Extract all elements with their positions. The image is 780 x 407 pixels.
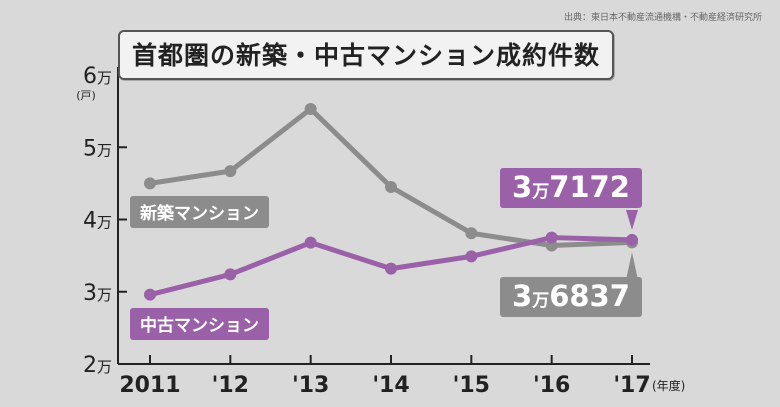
data-point: [224, 268, 237, 281]
series-label-used: 中古マンション: [130, 308, 269, 340]
series-layer: [144, 102, 638, 301]
x-tick-label: '13: [292, 373, 329, 398]
value-callout-new: 3万6837: [500, 277, 642, 317]
y-tick-label: 5万: [83, 136, 112, 161]
data-point: [144, 288, 156, 301]
x-unit-label: (年度): [652, 378, 685, 393]
y-tick-label: 3万: [83, 281, 112, 306]
x-tick-label: '15: [453, 373, 490, 398]
data-point: [545, 231, 558, 244]
y-unit-label: (戸): [76, 89, 96, 102]
data-point: [465, 227, 478, 240]
y-tick-label: 6万: [83, 64, 112, 89]
series-label-new: 新築マンション: [130, 196, 269, 228]
data-point: [144, 177, 156, 190]
data-point: [465, 250, 478, 263]
data-point: [304, 102, 317, 115]
chart-title-box: 首都圏の新築・中古マンション成約件数: [118, 30, 615, 80]
data-point: [385, 262, 397, 275]
data-point: [224, 165, 237, 178]
callout-pointer-new: [626, 252, 638, 280]
x-tick-label: '17: [613, 373, 650, 398]
value-callout-used: 3万7172: [500, 168, 642, 208]
x-tick-label: '16: [533, 373, 570, 398]
data-point: [385, 180, 397, 193]
y-tick-label: 4万: [83, 209, 112, 234]
callout-pointer-used: [626, 210, 638, 230]
y-tick-label: 2万: [83, 353, 112, 378]
data-point: [304, 236, 317, 249]
x-tick-label: '14: [372, 373, 409, 398]
axes: 2万 3万 4万 5万 6万(戸) 2011 '12 '13 '14 '15 '16 '17 (年度): [76, 64, 685, 398]
chart-title: 首都圏の新築・中古マンション成約件数: [132, 41, 601, 70]
x-tick-label: 2011: [119, 373, 180, 398]
data-point: [626, 233, 638, 246]
x-tick-label: '12: [212, 373, 249, 398]
source-note: 出典：東日本不動産流通機構・不動産経済研究所: [563, 13, 762, 23]
